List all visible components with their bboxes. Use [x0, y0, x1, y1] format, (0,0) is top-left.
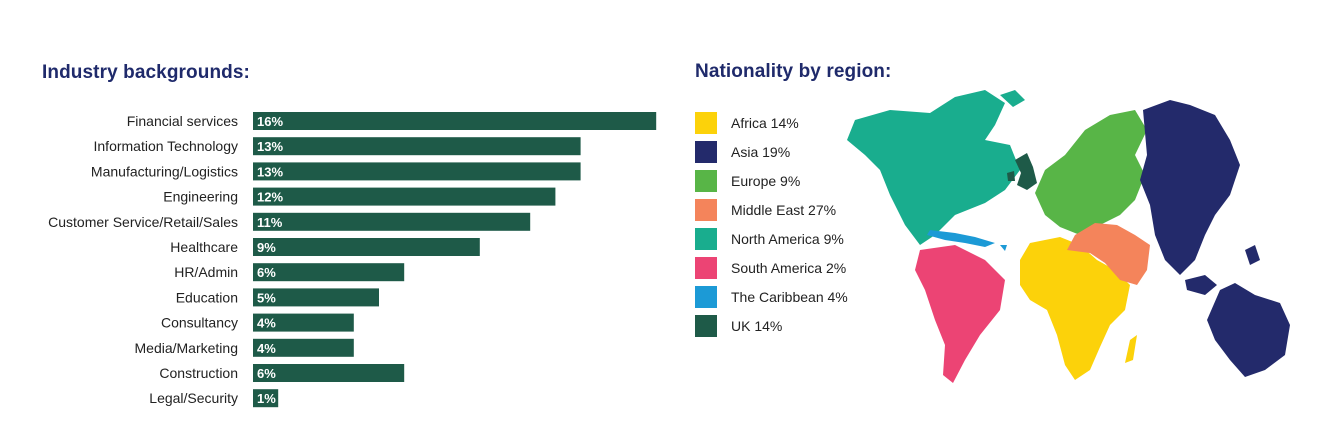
- legend-item-north-america: North America 9%: [695, 228, 848, 250]
- industry-title: Industry backgrounds:: [42, 62, 250, 83]
- bar-education: [253, 288, 379, 307]
- bar-information-technology: [253, 137, 581, 156]
- category-label-customer-service-retail-sales: Customer Service/Retail/Sales: [48, 214, 238, 230]
- category-label-legal-security: Legal/Security: [149, 390, 238, 406]
- bar-value-label-customer-service-retail-sales: 11%: [257, 215, 283, 230]
- bar-healthcare: [253, 238, 480, 256]
- map-region-south-america: [915, 245, 1005, 383]
- nationality-legend: Africa 14% Asia 19% Europe 9% Middle Eas…: [695, 112, 848, 344]
- bar-hr-admin: [253, 263, 405, 282]
- world-map: [847, 90, 1290, 383]
- legend-label-middle-east: Middle East 27%: [731, 202, 837, 218]
- legend-label-asia: Asia 19%: [731, 144, 791, 160]
- bar-value-label-hr-admin: 6%: [257, 265, 276, 280]
- legend-label-europe: Europe 9%: [731, 173, 801, 189]
- category-label-consultancy: Consultancy: [161, 315, 238, 331]
- bar-value-label-engineering: 12%: [257, 190, 283, 205]
- map-region-africa: [1020, 237, 1137, 380]
- bar-value-label-healthcare: 9%: [257, 240, 276, 255]
- bar-legal-security: [253, 389, 279, 408]
- bar-value-label-financial-services: 16%: [257, 114, 283, 129]
- category-label-construction: Construction: [159, 365, 238, 381]
- legend-item-uk: UK 14%: [695, 315, 848, 337]
- category-label-media-marketing: Media/Marketing: [135, 340, 239, 356]
- nationality-title: Nationality by region:: [695, 61, 892, 82]
- map-region-north-america: [847, 90, 1025, 245]
- map-region-asia: [1140, 100, 1290, 377]
- map-region-caribbean: [927, 230, 1007, 251]
- category-label-engineering: Engineering: [163, 189, 238, 205]
- bar-value-label-legal-security: 1%: [257, 391, 276, 406]
- map-region-europe: [1035, 110, 1147, 235]
- legend-swatch-africa: [695, 112, 717, 134]
- bar-value-label-education: 5%: [257, 290, 276, 305]
- legend-label-south-america: South America 2%: [731, 260, 847, 276]
- bar-customer-service-retail-sales: [253, 212, 531, 231]
- bar-construction: [253, 364, 405, 382]
- bar-value-label-consultancy: 4%: [257, 316, 276, 331]
- legend-item-south-america: South America 2%: [695, 257, 848, 279]
- legend-swatch-north-america: [695, 228, 717, 250]
- legend-item-europe: Europe 9%: [695, 170, 848, 192]
- category-label-financial-services: Financial services: [127, 113, 238, 129]
- legend-swatch-middle-east: [695, 199, 717, 221]
- category-label-hr-admin: HR/Admin: [174, 264, 238, 280]
- bar-value-label-construction: 6%: [257, 366, 276, 381]
- legend-item-asia: Asia 19%: [695, 141, 848, 163]
- category-label-healthcare: Healthcare: [170, 239, 238, 255]
- legend-swatch-europe: [695, 170, 717, 192]
- legend-label-uk: UK 14%: [731, 318, 783, 334]
- industry-bar-chart: Financial services 16% Information Technol…: [48, 112, 657, 408]
- legend-label-caribbean: The Caribbean 4%: [731, 289, 848, 305]
- bar-media-marketing: [253, 338, 354, 357]
- map-region-uk: [1007, 153, 1037, 190]
- legend-swatch-asia: [695, 141, 717, 163]
- legend-item-africa: Africa 14%: [695, 112, 848, 134]
- legend-item-caribbean: The Caribbean 4%: [695, 286, 848, 308]
- legend-item-middle-east: Middle East 27%: [695, 199, 848, 221]
- category-label-education: Education: [176, 289, 238, 305]
- legend-swatch-caribbean: [695, 286, 717, 308]
- legend-swatch-uk: [695, 315, 717, 337]
- bar-engineering: [253, 187, 556, 206]
- legend-label-north-america: North America 9%: [731, 231, 844, 247]
- category-label-manufacturing-logistics: Manufacturing/Logistics: [91, 163, 238, 179]
- bar-value-label-information-technology: 13%: [257, 139, 283, 154]
- bar-value-label-manufacturing-logistics: 13%: [257, 164, 283, 179]
- bar-value-label-media-marketing: 4%: [257, 341, 276, 356]
- bar-manufacturing-logistics: [253, 162, 581, 181]
- map-region-middle-east: [1067, 223, 1150, 285]
- bar-consultancy: [253, 313, 354, 332]
- legend-label-africa: Africa 14%: [731, 115, 799, 131]
- bar-financial-services: [253, 112, 657, 130]
- category-label-information-technology: Information Technology: [94, 138, 239, 154]
- legend-swatch-south-america: [695, 257, 717, 279]
